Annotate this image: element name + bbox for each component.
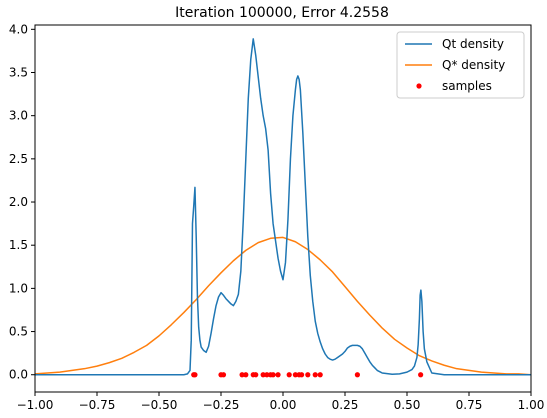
sample-point: [354, 372, 360, 378]
chart-title: Iteration 100000, Error 4.2558: [175, 5, 389, 21]
sample-point: [286, 372, 292, 378]
qstar-density-layer: [34, 236, 532, 376]
x-tick-label: 0.00: [270, 398, 297, 412]
y-tick-label: 1.0: [9, 281, 28, 295]
samples-layer: [191, 372, 424, 378]
x-tick-label: −0.75: [79, 398, 116, 412]
sample-point: [260, 372, 266, 378]
legend-qstar-label: Q* density: [442, 58, 505, 72]
legend-samples-label: samples: [442, 79, 492, 93]
x-axis: −1.00 −0.75 −0.50 −0.25 0.00 0.25 0.50 0.75 1.00: [17, 392, 545, 412]
x-tick-label: −0.50: [141, 398, 178, 412]
sample-point: [305, 372, 311, 378]
y-tick-label: 4.0: [9, 22, 28, 36]
sample-point: [270, 372, 276, 378]
qt-density-line: [35, 38, 531, 376]
plot-area: [34, 38, 532, 378]
y-tick-label: 0.5: [9, 325, 28, 339]
y-tick-label: 2.5: [9, 152, 28, 166]
sample-point: [220, 372, 227, 378]
sample-point: [192, 372, 198, 378]
y-tick-label: 3.0: [9, 109, 28, 123]
x-tick-label: 1.00: [518, 398, 545, 412]
x-tick-label: 0.75: [456, 398, 483, 412]
sample-point: [299, 372, 305, 378]
sample-point: [275, 372, 281, 378]
legend-samples-marker: [416, 83, 422, 89]
y-tick-label: 1.5: [9, 238, 28, 252]
legend: Qt density Q* density samples: [396, 31, 525, 99]
legend-qt-label: Qt density: [442, 37, 504, 51]
sample-point: [317, 372, 323, 378]
sample-point: [239, 372, 245, 378]
sample-point: [253, 372, 259, 378]
sample-point: [418, 372, 424, 378]
y-tick-label: 0.0: [9, 368, 28, 382]
y-tick-label: 3.5: [9, 65, 28, 79]
legend-box: [396, 31, 525, 99]
y-tick-label: 2.0: [9, 195, 28, 209]
x-tick-label: 0.25: [332, 398, 359, 412]
y-axis: 0.0 0.5 1.0 1.5 2.0 2.5 3.0 3.5 4.0: [9, 22, 35, 382]
x-tick-label: 0.50: [394, 398, 421, 412]
sample-point: [243, 372, 249, 378]
qstar-density-line: [34, 236, 532, 376]
sample-point: [264, 372, 270, 378]
sample-point: [312, 372, 318, 378]
x-tick-label: −0.25: [203, 398, 240, 412]
qt-density-layer: [35, 38, 531, 376]
x-tick-label: −1.00: [17, 398, 54, 412]
sample-point: [292, 372, 298, 378]
